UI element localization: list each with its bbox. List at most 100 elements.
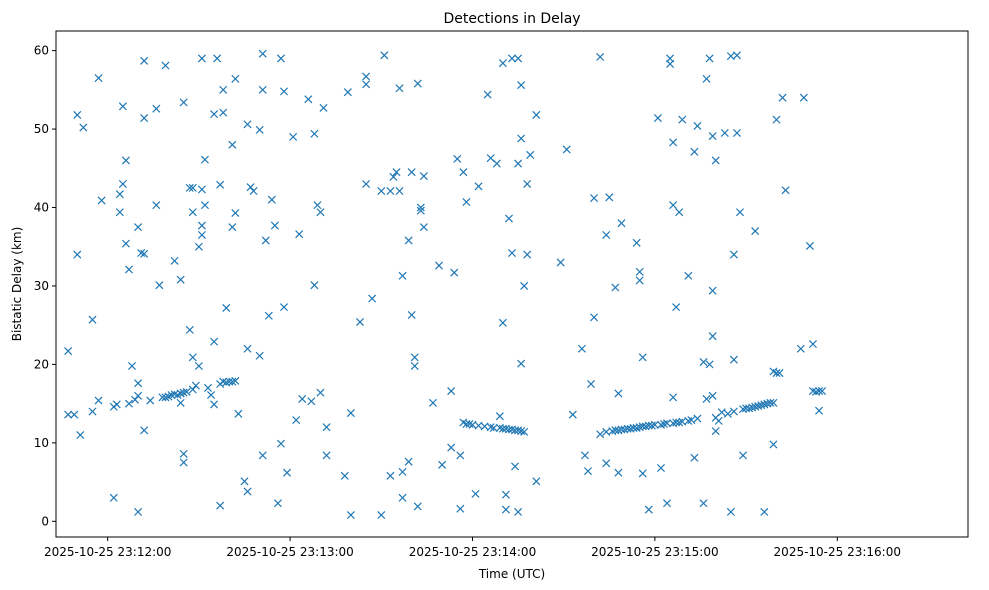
detection-point — [751, 227, 760, 236]
detection-point — [486, 423, 495, 432]
detection-point — [316, 388, 325, 397]
detection-point — [720, 128, 729, 138]
detection-point — [188, 385, 197, 394]
detection-point — [197, 54, 206, 63]
detection-point — [231, 208, 240, 218]
detection-point — [556, 258, 565, 267]
detection-point — [121, 156, 130, 165]
detection-point — [273, 499, 282, 508]
detection-point — [355, 318, 365, 327]
detection-point — [717, 408, 726, 417]
detection-point — [197, 185, 206, 194]
detection-point — [188, 353, 197, 362]
detection-point — [146, 396, 155, 405]
detection-point — [258, 451, 267, 460]
detection-point — [267, 195, 276, 204]
detection-point — [501, 490, 510, 499]
detection-point — [292, 416, 301, 425]
detection-point — [644, 505, 653, 514]
detection-point — [489, 423, 498, 432]
detection-point — [605, 193, 614, 202]
y-tick-label: 50 — [34, 122, 49, 136]
detection-point — [228, 223, 237, 232]
detection-point — [590, 313, 599, 322]
detection-point — [127, 361, 137, 371]
detection-point — [182, 387, 191, 396]
detection-point — [310, 129, 319, 138]
y-tick-label: 30 — [34, 279, 49, 293]
detection-point — [176, 389, 185, 398]
detection-point — [140, 114, 149, 123]
detection-point — [459, 168, 468, 177]
detection-point — [748, 403, 757, 412]
detection-point — [766, 398, 775, 407]
detection-point — [398, 493, 407, 502]
detection-point — [498, 318, 507, 327]
detection-point — [729, 407, 738, 416]
detection-point — [231, 376, 240, 385]
detection-point — [395, 84, 404, 93]
detection-point — [781, 186, 790, 195]
detection-point — [276, 54, 285, 63]
detection-point — [435, 261, 444, 270]
detection-point — [708, 391, 717, 400]
detection-point — [179, 458, 188, 467]
detection-point — [708, 332, 717, 341]
detection-point — [687, 416, 696, 425]
detection-point — [261, 236, 270, 245]
detection-point — [653, 114, 662, 123]
detection-point — [362, 80, 371, 89]
detection-point — [386, 187, 395, 196]
detection-point — [799, 93, 808, 102]
detection-point — [213, 54, 222, 63]
detection-point — [492, 159, 501, 168]
detection-point — [577, 344, 586, 353]
detection-point — [471, 489, 480, 498]
detection-point — [319, 103, 328, 112]
detection-point — [124, 399, 133, 408]
y-tick-label: 0 — [41, 514, 49, 528]
detection-point — [650, 420, 659, 429]
detection-point — [346, 409, 355, 418]
detection-point — [210, 110, 219, 119]
detection-point — [711, 427, 720, 436]
detection-point — [76, 430, 85, 440]
detection-point — [501, 505, 510, 514]
detection-point — [450, 268, 459, 277]
detection-point — [207, 390, 216, 400]
detection-point — [514, 426, 523, 435]
detection-point — [368, 294, 377, 303]
detection-point — [404, 457, 413, 466]
detection-point — [517, 427, 526, 436]
detection-point — [614, 468, 623, 477]
detection-point — [638, 353, 647, 362]
detection-point — [131, 395, 140, 404]
detection-point — [745, 404, 754, 413]
detection-point — [587, 379, 596, 389]
detection-point — [596, 430, 605, 439]
detection-point — [94, 74, 103, 83]
detection-point — [428, 398, 437, 407]
detection-point — [474, 182, 483, 191]
detection-point — [410, 353, 419, 362]
detection-point — [64, 410, 73, 419]
x-tick-label: 2025-10-25 23:15:00 — [591, 545, 718, 559]
detection-point — [200, 155, 209, 164]
detection-point — [231, 74, 240, 83]
detection-point — [140, 249, 149, 258]
detection-point — [732, 128, 741, 138]
detection-point — [270, 221, 279, 230]
detection-point — [392, 168, 401, 177]
detection-point — [669, 393, 678, 402]
detection-point — [495, 412, 504, 421]
detection-point — [194, 361, 203, 371]
detection-point — [690, 147, 699, 156]
detection-point — [669, 201, 678, 210]
detection-point — [517, 134, 526, 143]
detection-point — [279, 303, 289, 312]
detection-point — [663, 499, 672, 508]
x-axis: 2025-10-25 23:12:00 2025-10-25 23:13:00 20… — [44, 537, 901, 559]
detection-point — [185, 325, 194, 334]
plot-frame — [55, 30, 969, 538]
detection-point — [732, 51, 741, 60]
